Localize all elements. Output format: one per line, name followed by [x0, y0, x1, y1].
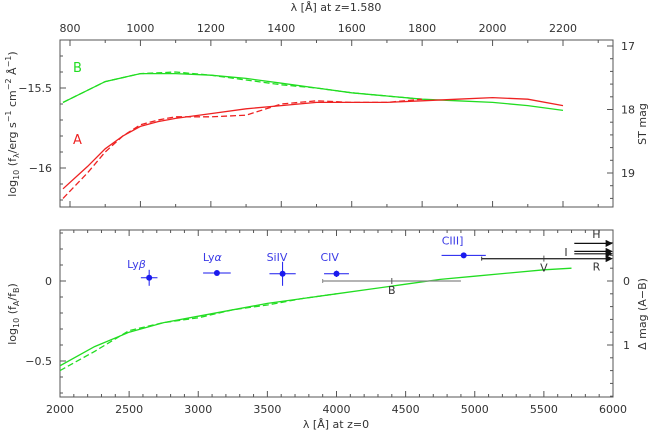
band-label-B: B: [388, 284, 396, 297]
bottom-x-tick-label: 3000: [184, 403, 212, 416]
bottom-series-model-ratio-alt-: [60, 293, 337, 372]
top-panel: 800 1000 1200 1400 1600 1800 2000 2200 −15.5 −16 1…: [4, 1, 649, 208]
bottom-y-tick-label: 0: [45, 275, 52, 288]
emission-line-label: CIV: [321, 251, 340, 264]
top-y-tick-label: −16: [29, 162, 52, 175]
emission-line-point: SiIV: [267, 251, 296, 286]
bottom-right-axis-title: Δ mag (A−B): [636, 278, 649, 350]
top-series-b: [62, 72, 564, 112]
top-series-a-alt-: [62, 98, 423, 199]
bottom-x-tick-label: 4500: [392, 403, 420, 416]
band-label-V: V: [540, 262, 548, 275]
top-x-tick-label: 1600: [338, 22, 366, 35]
top-right-tick-label: 18: [621, 104, 635, 117]
top-x-axis-title: λ [Å] at z=1.580: [291, 1, 382, 14]
emission-line-point: Lyβ: [127, 258, 158, 286]
bottom-right-tick-label: 1: [623, 339, 630, 352]
bottom-x-tick-label: 5000: [461, 403, 489, 416]
top-series-b-alt-: [62, 71, 423, 103]
top-right-tick-label: 17: [621, 40, 635, 53]
bottom-y-axis-title: log10 (fA/fB): [6, 283, 21, 345]
top-right-axis-title: ST mag: [636, 103, 649, 145]
band-label-H: H: [592, 228, 600, 241]
label-A: A: [73, 133, 82, 148]
top-x-tick-label: 2000: [479, 22, 507, 35]
top-x-tick-label: 1800: [408, 22, 436, 35]
bottom-series-model-ratio: [60, 267, 572, 367]
emission-line-point: CIII]: [441, 234, 486, 259]
bottom-x-tick-label: 3500: [253, 403, 281, 416]
bottom-x-axis-title: λ [Å] at z=0: [303, 418, 369, 431]
top-x-tick-label: 1000: [126, 22, 154, 35]
top-x-tick-label: 800: [60, 22, 81, 35]
bottom-panel: 2000 2500 3000 3500 4000 4500 5000 5500 6000 0 −0.…: [6, 228, 649, 431]
top-right-tick-label: 19: [621, 167, 635, 180]
label-B: B: [73, 61, 82, 76]
bottom-x-tick-label: 2500: [115, 403, 143, 416]
top-x-tick-label: 1400: [267, 22, 295, 35]
bottom-x-tick-label: 5500: [530, 403, 558, 416]
top-plot-frame: [59, 39, 614, 208]
emission-line-label: SiIV: [267, 251, 288, 264]
emission-line-point: Lyα: [203, 251, 231, 276]
bottom-x-tick-label: 2000: [46, 403, 74, 416]
top-y-tick-label: −15.5: [18, 82, 52, 95]
bottom-x-tick-label: 6000: [599, 403, 627, 416]
bottom-right-tick-label: 0: [623, 275, 630, 288]
top-series-a: [62, 96, 564, 190]
bottom-y-tick-label: −0.5: [25, 355, 52, 368]
bottom-x-tick-label: 4000: [323, 403, 351, 416]
emission-line-label: Lyβ: [127, 258, 146, 271]
emission-line-point: CIV: [321, 251, 349, 277]
emission-line-label: Lyα: [203, 251, 223, 264]
top-x-tick-label: 1200: [197, 22, 225, 35]
top-y-axis-title: log10 (fλ/erg s−1 cm−2 Å−1): [4, 51, 21, 196]
emission-line-label: CIII]: [442, 234, 464, 247]
band-label-R: R: [593, 261, 601, 274]
band-label-I: I: [564, 246, 567, 259]
top-x-tick-label: 2200: [549, 22, 577, 35]
